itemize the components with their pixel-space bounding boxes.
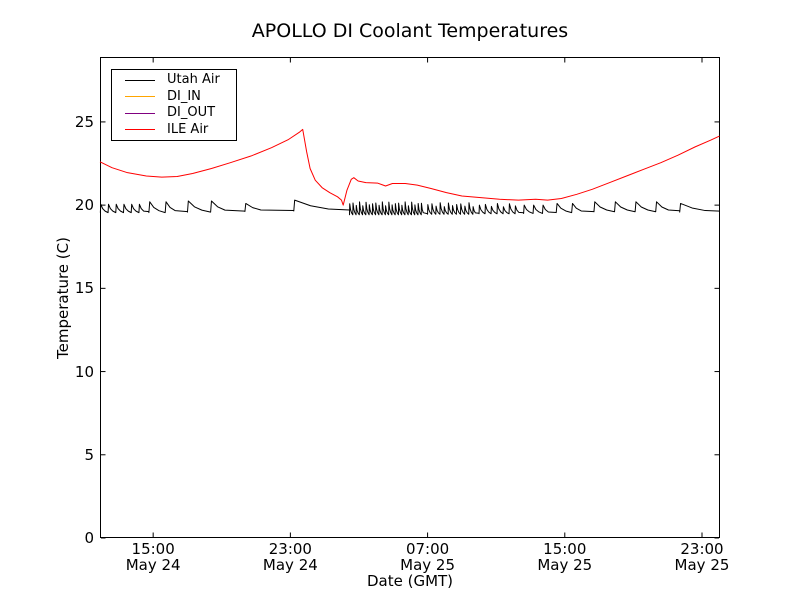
plot-frame bbox=[100, 57, 720, 538]
y-tick-label: 5 bbox=[84, 445, 94, 464]
chart-title: APOLLO DI Coolant Temperatures bbox=[251, 20, 569, 42]
x-tick-time: 15:00 bbox=[131, 540, 175, 558]
y-axis-label: Temperature (C) bbox=[54, 237, 72, 359]
x-tick-label: 23:00 May 25 bbox=[657, 540, 747, 574]
legend-line-ile-air bbox=[125, 129, 155, 131]
x-tick-label: 15:00 May 24 bbox=[108, 540, 198, 574]
legend-line-utah-air bbox=[125, 79, 155, 81]
legend-item-di-in: DI_IN bbox=[125, 89, 236, 105]
legend: Utah Air DI_IN DI_OUT ILE Air bbox=[111, 69, 237, 141]
x-tick-date: May 25 bbox=[400, 555, 456, 574]
y-tick-label: 25 bbox=[74, 112, 94, 131]
x-tick-label: 07:00 May 25 bbox=[383, 540, 473, 574]
legend-label: DI_OUT bbox=[167, 105, 216, 121]
y-tick-label: 20 bbox=[74, 196, 94, 215]
legend-label: ILE Air bbox=[167, 121, 209, 137]
x-tick-time: 07:00 bbox=[405, 540, 450, 558]
series-line-utah-air bbox=[99, 199, 721, 216]
y-tick-label: 15 bbox=[74, 279, 94, 298]
x-tick-date: May 25 bbox=[537, 555, 593, 574]
x-tick-date: May 24 bbox=[262, 555, 318, 574]
x-tick-label: 15:00 May 25 bbox=[520, 540, 610, 574]
y-tick-label: 10 bbox=[74, 362, 94, 381]
legend-item-ile-air: ILE Air bbox=[125, 122, 236, 138]
x-tick-date: May 24 bbox=[125, 555, 181, 574]
legend-item-di-out: DI_OUT bbox=[125, 105, 236, 121]
legend-line-di-out bbox=[125, 112, 155, 114]
legend-item-utah-air: Utah Air bbox=[125, 72, 236, 88]
x-tick-label: 23:00 May 24 bbox=[245, 540, 335, 574]
legend-line-di-in bbox=[125, 96, 155, 98]
x-tick-time: 15:00 bbox=[543, 540, 587, 558]
x-tick-time: 23:00 bbox=[680, 540, 724, 558]
legend-label: DI_IN bbox=[167, 88, 201, 104]
y-tick-label: 0 bbox=[84, 529, 94, 547]
series-line-ile-air bbox=[99, 128, 720, 206]
x-tick-time: 23:00 bbox=[268, 540, 312, 558]
x-axis-label: Date (GMT) bbox=[366, 572, 454, 590]
legend-label: Utah Air bbox=[167, 72, 220, 88]
x-tick-date: May 25 bbox=[674, 555, 730, 574]
